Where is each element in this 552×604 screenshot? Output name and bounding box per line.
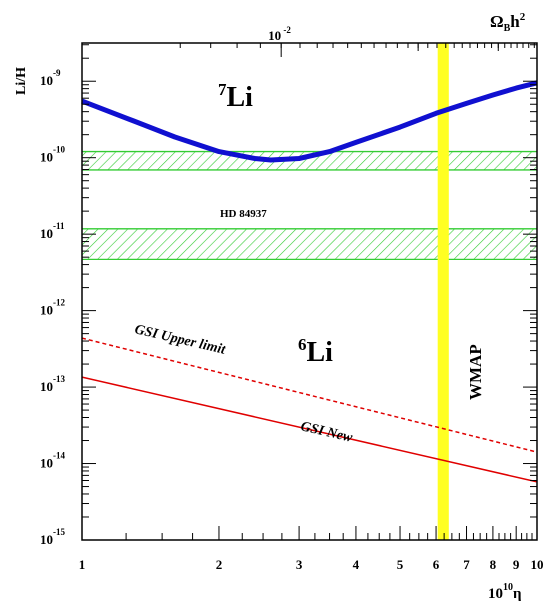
y-tick-label: 10-15	[40, 527, 65, 547]
x-tick-label: 5	[397, 557, 404, 572]
y-tick-label: 10-10	[40, 145, 65, 165]
top-axis-title: ΩBh2	[490, 11, 526, 34]
y-tick-label: 10-9	[40, 68, 61, 88]
x-tick-label: 10	[531, 557, 544, 572]
wmap-label: WMAP	[466, 344, 485, 400]
annotations: Li/H 1010η ΩBh2 7Li 6Li GSI Upper limit GSI Ne…	[14, 11, 526, 602]
hd84937-label: HD 84937	[220, 208, 267, 220]
hatched-bands	[82, 150, 537, 261]
wmap-vertical-band	[437, 43, 449, 540]
hatched-band-2	[82, 228, 537, 260]
y-axis-title: Li/H	[14, 67, 29, 95]
x-tick-label: 4	[353, 557, 360, 572]
wmap-band	[437, 43, 449, 540]
series-line-1	[81, 80, 538, 163]
gsi-upper-limit-label: GSI Upper limit	[133, 322, 228, 358]
x-tick-label: 2	[216, 557, 223, 572]
x-axis-title: 1010η	[488, 582, 522, 602]
x-tick-label: 8	[490, 557, 497, 572]
top-tick-label: 10 -2	[268, 25, 291, 43]
x-tick-label: 3	[296, 557, 303, 572]
x-tick-label: 9	[513, 557, 520, 572]
series-line-2	[81, 337, 538, 453]
li6-label: 6Li	[298, 335, 333, 368]
li7-label: 7Li	[218, 80, 253, 113]
tick-labels: 1 2 3 4 5 6 7 8 9 10 10-9 10-10 10-11 10-12 10-13 10-14…	[40, 25, 544, 572]
y-tick-label: 10-14	[40, 451, 65, 471]
y-tick-label: 10-13	[40, 374, 65, 394]
x-tick-label: 1	[79, 557, 86, 572]
series-lines	[81, 80, 538, 483]
gsi-new-label: GSI New	[299, 419, 354, 446]
x-tick-label: 6	[433, 557, 440, 572]
x-tick-label: 7	[463, 557, 470, 572]
axis-ticks	[82, 43, 537, 540]
plot-frame	[81, 42, 538, 541]
y-tick-label: 10-11	[40, 221, 65, 241]
y-tick-label: 10-12	[40, 298, 65, 318]
hatched-band-1	[82, 151, 537, 170]
series-line-3	[81, 376, 538, 483]
